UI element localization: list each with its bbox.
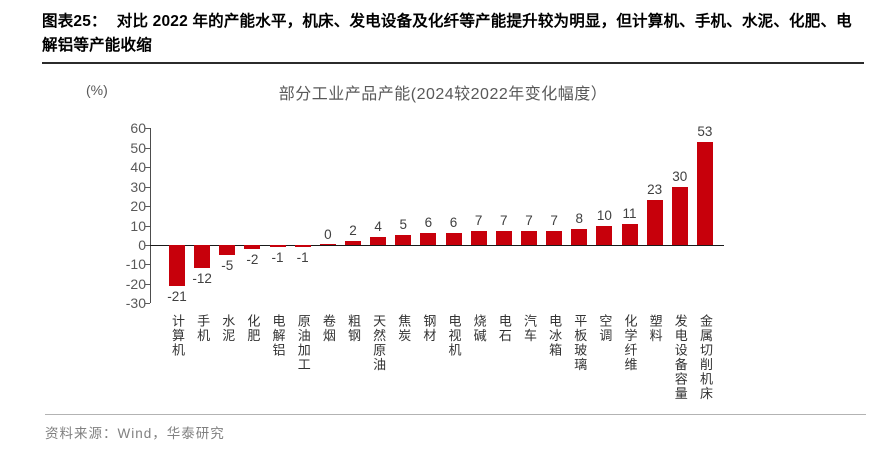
y-tick-mark (145, 167, 150, 169)
bar-value-label: 53 (697, 123, 713, 139)
y-tick-mark (145, 128, 150, 130)
y-tick-mark (145, 225, 150, 227)
y-tick-mark (145, 264, 150, 266)
category-label: 塑料 (647, 314, 663, 343)
chart-title: 部分工业产品产能(2024较2022年变化幅度） (278, 86, 608, 103)
bar (470, 231, 487, 245)
bar-value-label: 5 (399, 217, 407, 233)
bar-value-label: -21 (167, 288, 187, 304)
bar (520, 231, 537, 245)
category-label: 发电设备容量 (672, 314, 688, 401)
category-label: 电冰箱 (547, 314, 563, 358)
bar-value-label: 23 (647, 182, 663, 198)
bar (370, 237, 387, 245)
bar-value-label: -12 (192, 271, 212, 287)
y-tick-mark (145, 206, 150, 208)
caption-divider (42, 62, 864, 64)
bar-value-label: -5 (221, 257, 234, 273)
category-label: 电解铝 (270, 314, 286, 358)
y-tick-label: 10 (130, 217, 146, 234)
category-label: 粗钢 (345, 314, 361, 343)
y-tick-label: 50 (130, 139, 146, 156)
bar-value-label: 2 (349, 223, 357, 239)
y-tick-label: 20 (130, 198, 146, 215)
y-tick-mark (145, 245, 150, 246)
footer-divider (45, 414, 866, 415)
y-tick-mark (145, 147, 150, 149)
bar (294, 245, 311, 247)
y-axis-unit-label: (%) (86, 82, 108, 98)
source-text: 资料来源：Wind，华泰研究 (45, 426, 225, 441)
bar-value-label: 7 (525, 213, 533, 229)
y-tick-label: 30 (130, 178, 146, 195)
bar (420, 233, 437, 245)
category-label: 化肥 (245, 314, 261, 343)
bar-value-label: 10 (596, 207, 612, 223)
x-axis-line (150, 245, 724, 246)
bar-value-label: 6 (424, 215, 433, 231)
bar-value-label: 0 (324, 227, 332, 242)
bar (395, 235, 412, 245)
bar (495, 231, 512, 245)
bar (596, 225, 613, 245)
y-tick-label: -30 (125, 295, 146, 312)
bar (244, 245, 261, 249)
bar-value-label: 7 (474, 213, 483, 229)
source-note: 资料来源：Wind，华泰研究 (45, 422, 225, 442)
y-tick-label: 0 (138, 237, 146, 253)
y-axis-line (150, 128, 151, 304)
bar-value-label: -1 (271, 249, 284, 265)
y-tick-mark (145, 186, 150, 188)
bar-value-label: 4 (374, 219, 382, 235)
bar-value-label: 7 (500, 213, 508, 229)
bar (445, 233, 462, 245)
y-tick-label: -20 (125, 275, 146, 292)
category-label: 水泥 (220, 314, 236, 343)
bar (646, 200, 663, 245)
y-tick-label: -10 (125, 256, 146, 273)
category-label: 钢材 (421, 314, 437, 343)
category-label: 原油加工 (295, 314, 311, 372)
category-label: 化学纤维 (622, 314, 638, 372)
category-label: 电视机 (446, 314, 462, 358)
category-label: 金属切削机床 (697, 314, 713, 401)
category-label: 天然原油 (371, 314, 387, 372)
bar (571, 229, 588, 245)
y-tick-mark (145, 303, 150, 305)
category-label: 电石 (496, 314, 512, 343)
bar (319, 244, 336, 245)
category-label: 烧碱 (471, 314, 487, 343)
figure-number: 图表25： (42, 13, 107, 30)
bar (194, 245, 211, 269)
figure-caption: 图表25： 对比 2022 年的产能水平，机床、发电设备及化纤等产能提升较为明显，… (42, 10, 864, 58)
bar (671, 186, 688, 245)
y-tick-label: 40 (130, 159, 146, 176)
category-label: 空调 (597, 314, 613, 343)
bar (621, 223, 638, 245)
category-label: 手机 (195, 314, 211, 343)
bar-value-label: -2 (246, 251, 259, 267)
bar-value-label: 11 (622, 205, 637, 221)
bar (546, 231, 563, 245)
y-tick-mark (145, 283, 150, 285)
bar-value-label: 30 (672, 168, 688, 184)
bar-value-label: 7 (550, 213, 558, 229)
bar (169, 245, 185, 286)
bar-value-label: 6 (449, 215, 458, 231)
bar (344, 241, 361, 245)
bar (269, 245, 286, 247)
category-label: 卷烟 (320, 314, 336, 343)
bar-value-label: 8 (575, 211, 583, 227)
category-label: 汽车 (521, 314, 537, 343)
category-label: 平板玻璃 (572, 314, 588, 372)
category-label: 计算机 (170, 314, 185, 358)
category-label: 焦炭 (396, 314, 412, 343)
bar-value-label: -1 (296, 249, 309, 265)
figure-title-text: 对比 2022 年的产能水平，机床、发电设备及化纤等产能提升较为明显，但计算机、… (42, 13, 852, 54)
bar (219, 245, 236, 255)
y-tick-label: 60 (130, 120, 146, 137)
bar (696, 141, 713, 245)
